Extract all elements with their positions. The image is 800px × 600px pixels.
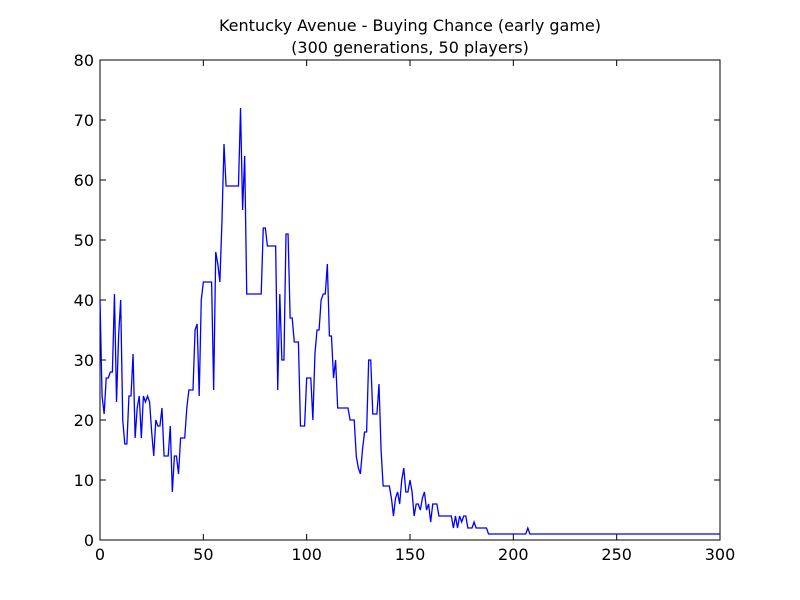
plot-frame <box>99 59 721 541</box>
x-tick-label: 200 <box>498 545 529 564</box>
y-tick-label: 30 <box>74 351 94 370</box>
y-tick-label: 70 <box>74 111 94 130</box>
y-tick-label: 20 <box>74 411 94 430</box>
y-tick-label: 10 <box>74 471 94 490</box>
y-tick-label: 60 <box>74 171 94 190</box>
x-tick-label: 0 <box>95 545 105 564</box>
x-tick-label: 100 <box>291 545 322 564</box>
data-line <box>99 107 720 535</box>
y-tick-label: 80 <box>74 51 94 70</box>
x-tick-label: 250 <box>601 545 632 564</box>
y-tick-label: 40 <box>74 291 94 310</box>
y-tick-label: 0 <box>84 531 94 550</box>
chart-subtitle: (300 generations, 50 players) <box>291 38 529 57</box>
x-tick-label: 150 <box>395 545 426 564</box>
x-tick-label: 50 <box>193 545 213 564</box>
chart-title: Kentucky Avenue - Buying Chance (early g… <box>219 16 601 35</box>
y-tick-label: 50 <box>74 231 94 250</box>
x-tick-label: 300 <box>705 545 736 564</box>
